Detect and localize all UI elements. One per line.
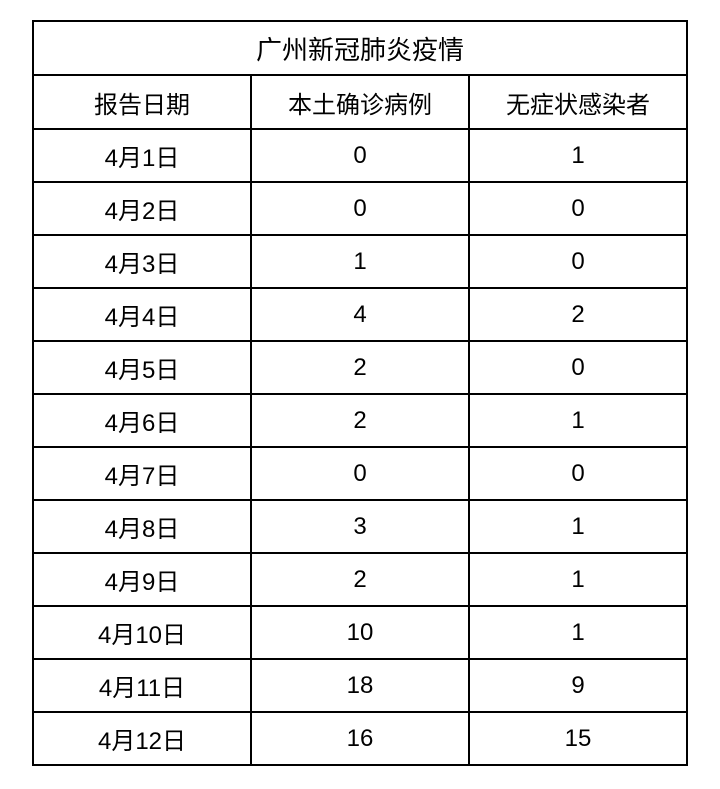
cell-confirmed: 0 (251, 182, 469, 235)
table-row: 4月3日 1 0 (33, 235, 687, 288)
cell-asymptomatic: 1 (469, 500, 687, 553)
cell-asymptomatic: 0 (469, 182, 687, 235)
cell-asymptomatic: 15 (469, 712, 687, 765)
cell-date: 4月6日 (33, 394, 251, 447)
cell-confirmed: 10 (251, 606, 469, 659)
cell-date: 4月12日 (33, 712, 251, 765)
cell-confirmed: 3 (251, 500, 469, 553)
column-header-confirmed: 本土确诊病例 (251, 75, 469, 129)
cell-date: 4月5日 (33, 341, 251, 394)
table-row: 4月8日 3 1 (33, 500, 687, 553)
table-row: 4月1日 0 1 (33, 129, 687, 182)
cell-date: 4月9日 (33, 553, 251, 606)
cell-confirmed: 2 (251, 394, 469, 447)
cell-confirmed: 16 (251, 712, 469, 765)
table-header-row: 报告日期 本土确诊病例 无症状感染者 (33, 75, 687, 129)
cell-asymptomatic: 0 (469, 341, 687, 394)
cell-asymptomatic: 0 (469, 235, 687, 288)
table-title: 广州新冠肺炎疫情 (33, 21, 687, 75)
cell-date: 4月8日 (33, 500, 251, 553)
cell-asymptomatic: 1 (469, 129, 687, 182)
table-row: 4月5日 2 0 (33, 341, 687, 394)
table-row: 4月9日 2 1 (33, 553, 687, 606)
cell-asymptomatic: 1 (469, 394, 687, 447)
cell-confirmed: 4 (251, 288, 469, 341)
cell-confirmed: 18 (251, 659, 469, 712)
cell-date: 4月10日 (33, 606, 251, 659)
cell-asymptomatic: 0 (469, 447, 687, 500)
cell-date: 4月2日 (33, 182, 251, 235)
table-row: 4月7日 0 0 (33, 447, 687, 500)
cell-date: 4月11日 (33, 659, 251, 712)
cell-date: 4月3日 (33, 235, 251, 288)
cell-confirmed: 2 (251, 553, 469, 606)
cell-asymptomatic: 9 (469, 659, 687, 712)
cell-date: 4月4日 (33, 288, 251, 341)
cell-confirmed: 1 (251, 235, 469, 288)
table-body: 4月1日 0 1 4月2日 0 0 4月3日 1 0 4月4日 4 2 4月5日… (33, 129, 687, 765)
cell-asymptomatic: 1 (469, 606, 687, 659)
cell-confirmed: 0 (251, 129, 469, 182)
cell-asymptomatic: 2 (469, 288, 687, 341)
cell-asymptomatic: 1 (469, 553, 687, 606)
column-header-asymptomatic: 无症状感染者 (469, 75, 687, 129)
table-title-row: 广州新冠肺炎疫情 (33, 21, 687, 75)
table-row: 4月4日 4 2 (33, 288, 687, 341)
column-header-date: 报告日期 (33, 75, 251, 129)
table-row: 4月6日 2 1 (33, 394, 687, 447)
covid-data-table: 广州新冠肺炎疫情 报告日期 本土确诊病例 无症状感染者 4月1日 0 1 4月2… (32, 20, 688, 766)
table-row: 4月10日 10 1 (33, 606, 687, 659)
cell-confirmed: 2 (251, 341, 469, 394)
table-row: 4月11日 18 9 (33, 659, 687, 712)
cell-date: 4月1日 (33, 129, 251, 182)
cell-date: 4月7日 (33, 447, 251, 500)
cell-confirmed: 0 (251, 447, 469, 500)
table-row: 4月12日 16 15 (33, 712, 687, 765)
table-row: 4月2日 0 0 (33, 182, 687, 235)
